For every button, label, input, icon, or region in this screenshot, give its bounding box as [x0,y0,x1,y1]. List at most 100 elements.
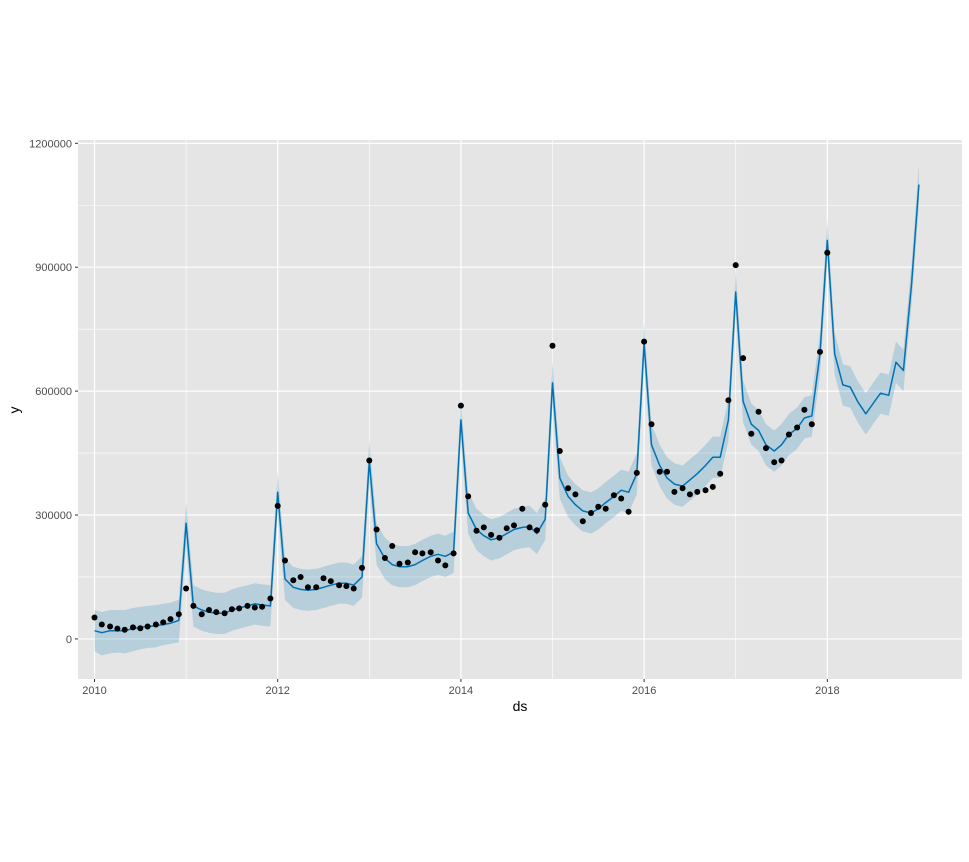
data-point [183,585,190,592]
data-point [435,557,441,564]
data-point [327,578,334,585]
data-point [526,524,533,531]
y-tick-label: 900000 [35,262,72,274]
observed-points [91,249,831,633]
data-point [473,527,480,534]
data-point [412,549,419,556]
data-point [350,585,357,592]
x-tick-label: 2012 [265,685,289,697]
data-point [732,262,739,269]
data-point [808,421,815,428]
data-point [588,510,594,516]
data-point [198,611,205,618]
data-point [304,584,311,591]
x-axis: 2010 2012 2014 2016 2018 [82,679,840,697]
data-point [343,583,350,590]
data-point [572,491,579,498]
data-point [496,534,503,541]
data-point [366,457,373,464]
data-point [251,604,258,611]
data-point [549,342,556,349]
data-point [465,493,472,500]
data-point [160,619,167,626]
data-point [274,502,281,509]
data-point [320,575,327,582]
data-point [130,624,136,631]
data-point [740,355,747,362]
data-point [313,584,320,591]
data-point [579,518,586,525]
data-point [702,487,709,494]
x-tick-label: 2016 [632,685,656,697]
data-point [694,488,701,495]
data-point [381,555,388,561]
x-axis-title: ds [513,698,528,714]
y-axis-title: y [6,407,22,414]
data-point [152,621,159,628]
uncertainty-band-area [94,164,919,656]
data-point [717,470,724,477]
data-point [457,402,464,409]
data-point [137,625,144,632]
data-point [748,430,755,437]
data-point [679,485,686,492]
data-point [228,606,235,613]
x-tick-label: 2018 [815,685,839,697]
data-point [641,338,648,345]
data-point [190,602,197,609]
data-point [556,448,563,454]
data-point [511,522,517,529]
data-point [91,614,98,621]
minor-gridlines [78,140,962,679]
data-point [175,611,182,618]
data-point [107,623,114,630]
data-point [488,531,495,538]
data-point [221,610,228,617]
data-point [359,564,365,571]
data-point [213,609,220,616]
y-tick-label: 300000 [35,510,72,522]
data-point [610,492,617,499]
data-point [336,582,343,589]
data-point [396,560,403,567]
data-point [427,549,434,556]
data-point [801,406,808,413]
data-point [533,527,540,534]
data-point [542,501,549,508]
data-point [633,469,640,476]
data-point [763,445,769,452]
data-point [389,543,396,549]
data-point [785,431,792,438]
y-tick-label: 0 [66,634,72,646]
data-point [794,424,801,431]
data-point [450,550,457,557]
data-point [709,483,716,490]
data-point [98,621,105,628]
data-point [121,626,128,633]
data-point [771,459,778,466]
data-point [480,524,487,531]
major-gridlines [78,140,962,679]
x-tick-label: 2010 [82,685,106,697]
data-point [114,625,121,632]
data-point [817,348,823,355]
data-point [297,574,304,580]
data-point [565,485,572,492]
data-point [267,595,274,602]
data-point [671,488,678,495]
data-point [648,421,655,428]
data-point [725,397,732,404]
y-tick-label: 600000 [35,386,72,398]
data-point [755,408,762,415]
data-point [419,550,426,557]
data-point [519,505,526,512]
panel-background [78,140,962,679]
data-point [259,603,266,610]
data-point [824,249,831,256]
data-point [778,457,785,464]
data-point [618,495,625,502]
y-axis: 0 300000 600000 900000 1200000 [29,138,78,646]
data-point [595,503,602,510]
data-point [602,505,609,512]
